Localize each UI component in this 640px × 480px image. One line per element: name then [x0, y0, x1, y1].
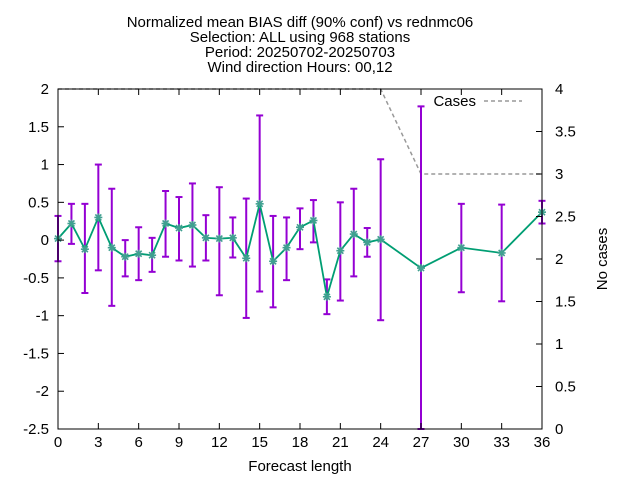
- x-axis-label: Forecast length: [248, 458, 351, 475]
- data-point: [148, 251, 157, 260]
- y-tick-label: -2: [36, 383, 49, 400]
- data-point: [161, 219, 170, 228]
- data-point: [188, 221, 197, 229]
- data-point: [134, 249, 143, 258]
- x-tick-label: 6: [134, 434, 142, 451]
- y-tick-label: 0: [41, 232, 49, 249]
- data-point: [107, 243, 116, 252]
- plot-frame: [57, 88, 543, 430]
- legend: Cases: [433, 93, 522, 110]
- y-tick-label: -1.5: [23, 345, 49, 362]
- x-tick-label: 33: [493, 434, 510, 451]
- y-tick-label: 2: [41, 81, 49, 98]
- data-point: [417, 264, 425, 273]
- y2-tick-label: 2.5: [555, 209, 576, 226]
- data-point: [255, 199, 264, 208]
- data-point: [201, 233, 210, 242]
- plot-data: [54, 88, 546, 430]
- axis-ticks: 0 3 6 9 12 15 18 21 24 27 30 33 36-2.5-2-1.5-1-0.500…: [23, 81, 576, 451]
- data-point: [376, 235, 385, 244]
- x-tick-label: 3: [94, 434, 102, 451]
- data-point: [242, 254, 251, 263]
- x-tick-label: 0: [54, 434, 62, 451]
- data-point: [282, 243, 291, 252]
- data-point: [228, 233, 237, 242]
- y2-tick-label: 0.5: [555, 379, 576, 396]
- y2-tick-label: 1: [555, 336, 563, 353]
- data-point: [349, 230, 358, 239]
- x-tick-label: 36: [534, 434, 551, 451]
- title-line-2: Selection: ALL using 968 stations: [190, 29, 410, 46]
- title-line-4: Wind direction Hours: 00,12: [207, 59, 392, 76]
- y-tick-label: 0.5: [28, 194, 49, 211]
- y-tick-label: -1: [36, 308, 49, 325]
- y2-tick-label: 2: [555, 251, 563, 268]
- data-point: [296, 223, 304, 232]
- data-point: [175, 224, 183, 233]
- y2-tick-label: 1.5: [555, 294, 576, 311]
- y-tick-label: -2.5: [23, 421, 49, 438]
- data-point: [269, 257, 278, 266]
- x-tick-label: 18: [292, 434, 309, 451]
- x-tick-label: 15: [251, 434, 268, 451]
- y2-tick-label: 3: [555, 166, 563, 183]
- y-tick-label: -0.5: [23, 270, 49, 287]
- x-tick-label: 24: [372, 434, 389, 451]
- x-tick-label: 30: [453, 434, 470, 451]
- title-line-3: Period: 20250702-20250703: [205, 44, 395, 61]
- y2-tick-label: 4: [555, 81, 563, 98]
- y-tick-label: 1: [41, 157, 49, 174]
- title-line-1: Normalized mean BIAS diff (90% conf) vs …: [127, 14, 474, 31]
- data-point: [363, 238, 372, 247]
- data-point: [67, 219, 76, 228]
- y2-tick-label: 3.5: [555, 124, 576, 141]
- data-point: [94, 213, 103, 222]
- y2-tick-label: 0: [555, 421, 563, 438]
- data-point: [457, 243, 466, 252]
- x-tick-label: 21: [332, 434, 349, 451]
- data-point: [121, 252, 130, 261]
- data-point: [80, 245, 89, 254]
- y-tick-label: 1.5: [28, 119, 49, 136]
- data-point: [497, 248, 506, 257]
- x-tick-label: 9: [175, 434, 183, 451]
- data-point: [215, 234, 224, 243]
- chart-titles: Normalized mean BIAS diff (90% conf) vs …: [127, 14, 474, 76]
- y2-axis-label: No cases: [594, 228, 611, 291]
- data-point: [322, 292, 331, 301]
- data-point: [336, 246, 345, 255]
- legend-label-cases: Cases: [433, 93, 476, 110]
- x-tick-label: 27: [413, 434, 430, 451]
- data-point: [309, 216, 318, 225]
- x-tick-label: 12: [211, 434, 228, 451]
